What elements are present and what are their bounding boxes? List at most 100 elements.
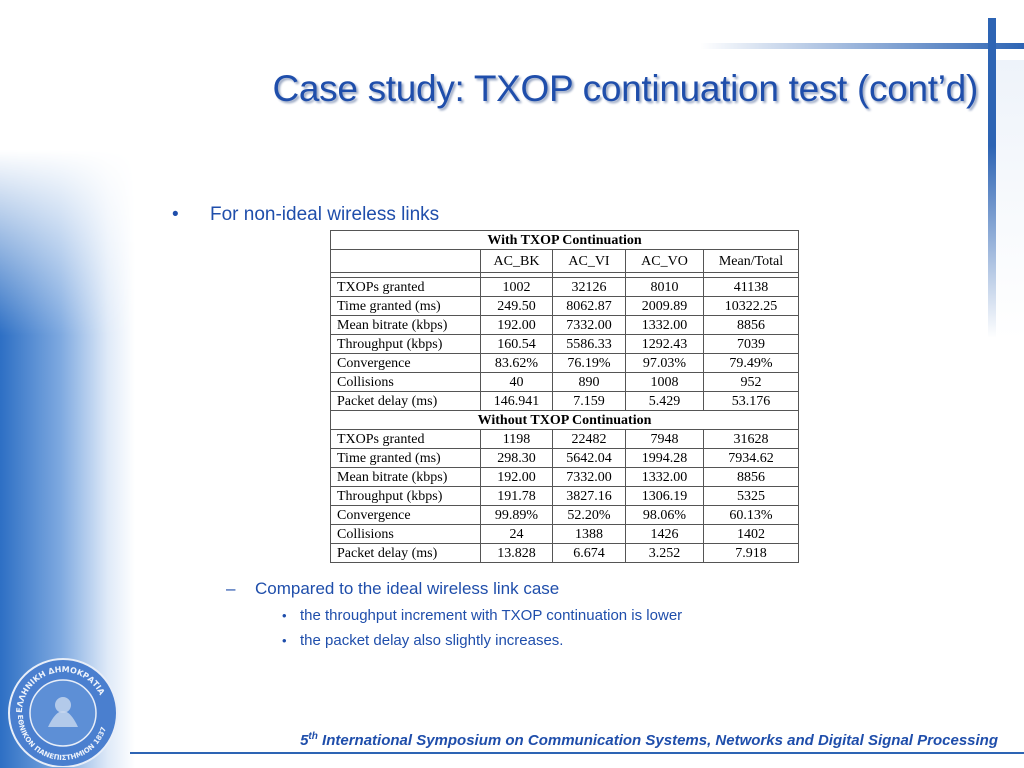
table-cell: 249.50 [480,296,553,316]
table-cell: 1306.19 [625,486,704,506]
table-cell: 7948 [625,429,704,449]
bullet-icon: • [282,608,287,623]
dash-icon: – [226,579,236,598]
main-bullet: • For non-ideal wireless links [172,204,439,226]
table-cell: 99.89% [480,505,553,525]
footer-superscript: th [308,731,318,742]
row-label: Mean bitrate (kbps) [330,467,481,487]
section-title: With TXOP Continuation [330,230,799,250]
column-header-row: AC_BK AC_VI AC_VO Mean/Total [330,249,799,273]
table-row: Throughput (kbps) 191.78 3827.16 1306.19 532… [330,486,799,506]
footer-text: 5th International Symposium on Communica… [300,731,998,749]
column-header: AC_BK [480,249,553,273]
table-row: Collisions 24 1388 1426 1402 [330,524,799,544]
table-row: Throughput (kbps) 160.54 5586.33 1292.43 703… [330,334,799,354]
results-table-wrapper: With TXOP Continuation AC_BK AC_VI AC_VO Mea… [330,230,799,563]
table-row: TXOPs granted 1198 22482 7948 31628 [330,429,799,449]
table-cell: 97.03% [625,353,704,373]
row-label: Convergence [330,505,481,525]
table-cell: 5325 [703,486,799,506]
bullet-icon: • [172,204,179,225]
table-cell: 160.54 [480,334,553,354]
row-label: Convergence [330,353,481,373]
section-title: Without TXOP Continuation [330,410,799,430]
table-cell: 8856 [703,467,799,487]
table-row: TXOPs granted 1002 32126 8010 41138 [330,277,799,297]
table-row: Packet delay (ms) 13.828 6.674 3.252 7.918 [330,543,799,563]
main-bullet-text: For non-ideal wireless links [210,204,440,225]
footer-ordinal: 5 [300,732,309,749]
university-seal-logo: ΕΛΛΗΝΙΚΗ ΔΗΜΟΚΡΑΤΙΑ ΕΘΝΙΚΟΝ ΠΑΝΕΠΙΣΤΗΜΙΟ… [8,658,118,767]
table-cell: 192.00 [480,315,553,335]
table-cell: 98.06% [625,505,704,525]
table-cell: 1388 [552,524,626,544]
table-cell: 1402 [703,524,799,544]
table-cell: 146.941 [480,391,553,411]
table-cell: 298.30 [480,448,553,468]
table-cell: 7.159 [552,391,626,411]
row-label: TXOPs granted [330,277,481,297]
sub-point: • the throughput increment with TXOP cont… [282,607,682,624]
table-cell: 7.918 [703,543,799,563]
row-label: Time granted (ms) [330,448,481,468]
table-cell: 52.20% [552,505,626,525]
table-cell: 1198 [480,429,553,449]
footer-divider [130,752,1024,754]
sub-point-text: the packet delay also slightly increases… [300,632,564,649]
table-cell: 79.49% [703,353,799,373]
table-cell: 3.252 [625,543,704,563]
row-label: Collisions [330,524,481,544]
row-label: Packet delay (ms) [330,543,481,563]
column-header: AC_VI [552,249,626,273]
table-cell: 7332.00 [552,315,626,335]
table-cell: 1002 [480,277,553,297]
table-cell: 1008 [625,372,704,392]
decorative-cross-vertical [988,18,996,338]
section-header-row: Without TXOP Continuation [330,410,799,430]
decorative-cross-horizontal [700,43,1024,49]
table-cell: 8856 [703,315,799,335]
table-cell: 3827.16 [552,486,626,506]
table-row: Collisions 40 890 1008 952 [330,372,799,392]
table-row: Time granted (ms) 298.30 5642.04 1994.28 793… [330,448,799,468]
table-cell: 8062.87 [552,296,626,316]
table-cell: 6.674 [552,543,626,563]
decorative-fade [996,60,1024,340]
results-table: With TXOP Continuation AC_BK AC_VI AC_VO Mea… [330,230,799,563]
sub-bullet-text: Compared to the ideal wireless link case [255,579,560,598]
table-cell: 13.828 [480,543,553,563]
section-header-row: With TXOP Continuation [330,230,799,250]
row-label: Collisions [330,372,481,392]
table-cell: 83.62% [480,353,553,373]
row-label: Throughput (kbps) [330,486,481,506]
table-cell: 5642.04 [552,448,626,468]
table-cell: 1332.00 [625,315,704,335]
table-cell: 24 [480,524,553,544]
table-row: Mean bitrate (kbps) 192.00 7332.00 1332.00 8… [330,315,799,335]
table-cell: 41138 [703,277,799,297]
table-cell: 1994.28 [625,448,704,468]
table-cell: 31628 [703,429,799,449]
row-label: TXOPs granted [330,429,481,449]
table-cell: 1292.43 [625,334,704,354]
sub-point-text: the throughput increment with TXOP conti… [300,607,683,624]
row-label: Throughput (kbps) [330,334,481,354]
table-cell: 952 [703,372,799,392]
table-cell: 5.429 [625,391,704,411]
table-cell: 8010 [625,277,704,297]
table-cell: 890 [552,372,626,392]
table-row: Mean bitrate (kbps) 192.00 7332.00 1332.00 8… [330,467,799,487]
table-row: Time granted (ms) 249.50 8062.87 2009.89 103… [330,296,799,316]
row-label: Mean bitrate (kbps) [330,315,481,335]
table-cell: 60.13% [703,505,799,525]
slide-title: Case study: TXOP continuation test (cont… [272,68,978,109]
table-cell: 1426 [625,524,704,544]
row-label: Packet delay (ms) [330,391,481,411]
table-row: Convergence 99.89% 52.20% 98.06% 60.13% [330,505,799,525]
table-cell: 53.176 [703,391,799,411]
table-row: Packet delay (ms) 146.941 7.159 5.429 53.176 [330,391,799,411]
table-cell: 191.78 [480,486,553,506]
table-cell: 7332.00 [552,467,626,487]
table-cell: 22482 [552,429,626,449]
row-label: Time granted (ms) [330,296,481,316]
